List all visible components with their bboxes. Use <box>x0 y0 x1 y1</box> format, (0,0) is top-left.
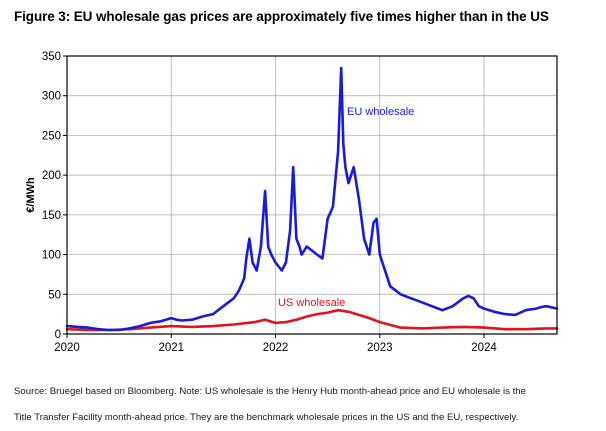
y-tick-label: 250 <box>42 130 61 142</box>
y-tick-label: 150 <box>42 210 61 222</box>
x-tick-label: 2021 <box>158 342 184 354</box>
us-wholesale-line <box>65 308 559 332</box>
plot-series <box>65 66 559 332</box>
y-axis-label: €/MWh <box>25 177 37 213</box>
source-line-2: Title Transfer Facility month-ahead pric… <box>14 412 519 423</box>
y-tick-label: 200 <box>42 170 61 182</box>
x-tick-label: 2022 <box>263 342 289 354</box>
y-tick-label: 100 <box>42 250 61 262</box>
eu-wholesale-annotation: EU wholesale <box>347 106 414 118</box>
y-tick-label: 50 <box>48 289 61 301</box>
x-tick-label: 2020 <box>54 342 80 354</box>
source-note: Source: Bruegel based on Bloomberg. Note… <box>14 379 599 431</box>
x-tick-label: 2024 <box>471 342 497 354</box>
eu-wholesale-line <box>65 66 559 332</box>
chart-title: Figure 3: EU wholesale gas prices are ap… <box>14 9 549 24</box>
y-axis: 0 50 100 150 200 250 300 350 <box>42 51 67 341</box>
x-tick-label: 2023 <box>367 342 393 354</box>
us-wholesale-annotation: US wholesale <box>278 297 345 309</box>
series-annotations: EU wholesale US wholesale <box>278 106 414 309</box>
gridlines <box>67 55 557 335</box>
y-tick-label: 350 <box>42 51 61 63</box>
x-axis: 2020 2021 2022 2023 2024 <box>54 334 497 354</box>
y-tick-label: 0 <box>55 329 61 341</box>
source-line-1: Source: Bruegel based on Bloomberg. Note… <box>14 386 526 397</box>
y-tick-label: 300 <box>42 91 61 103</box>
plot-frame <box>66 55 558 335</box>
